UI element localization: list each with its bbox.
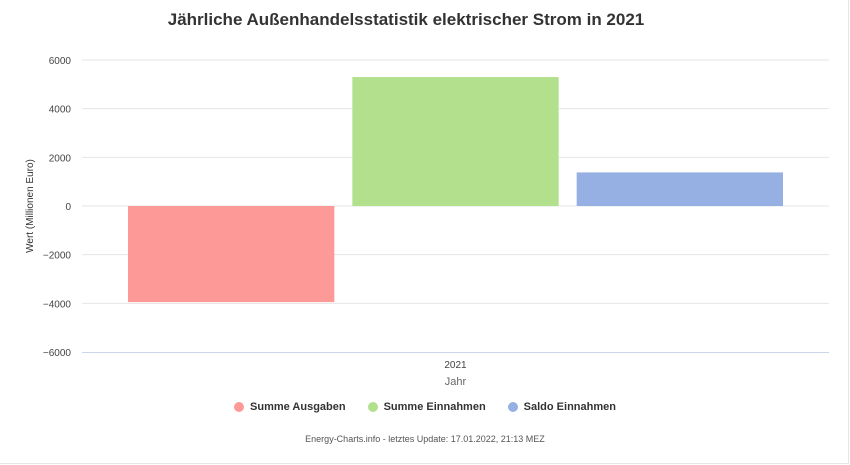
legend-marker bbox=[367, 402, 378, 412]
legend-label: Saldo Einnahmen bbox=[523, 401, 616, 413]
legend-label: Summe Einnahmen bbox=[383, 401, 486, 413]
legend-marker bbox=[507, 402, 518, 412]
x-axis-title: Jahr bbox=[445, 376, 467, 388]
y-tick-label: 2000 bbox=[49, 153, 72, 164]
legend-item-einnahmen[interactable]: Summe Einnahmen bbox=[367, 401, 486, 413]
legend-item-ausgaben[interactable]: Summe Ausgaben bbox=[234, 401, 346, 413]
bar-saldo-einnahmen bbox=[576, 172, 783, 206]
chart-title: Jährliche Außenhandelsstatistik elektris… bbox=[167, 10, 645, 29]
bar-summe-ausgaben bbox=[128, 206, 335, 303]
y-tick-label: 0 bbox=[65, 202, 71, 213]
credits-text[interactable]: Energy-Charts.info - letztes Update: 17.… bbox=[305, 434, 545, 444]
axes: 6000 4000 2000 0 −2000 −4000 −6000 2021 Jahr Wert… bbox=[25, 56, 829, 388]
bars bbox=[128, 77, 783, 303]
y-tick-label: −6000 bbox=[43, 348, 72, 359]
legend-marker bbox=[234, 402, 245, 412]
y-tick-label: −2000 bbox=[43, 251, 72, 262]
y-axis-title: Wert (Millionen Euro) bbox=[25, 159, 36, 253]
y-tick-label: 4000 bbox=[49, 105, 72, 116]
legend-item-saldo[interactable]: Saldo Einnahmen bbox=[507, 401, 616, 413]
x-tick-label: 2021 bbox=[444, 360, 467, 371]
legend-label: Summe Ausgaben bbox=[250, 401, 346, 413]
bar-summe-einnahmen bbox=[352, 77, 559, 207]
y-tick-label: −4000 bbox=[43, 299, 72, 310]
y-tick-label: 6000 bbox=[49, 56, 72, 67]
legend: Summe Ausgaben Summe Einnahmen Saldo Ein… bbox=[0, 401, 850, 413]
